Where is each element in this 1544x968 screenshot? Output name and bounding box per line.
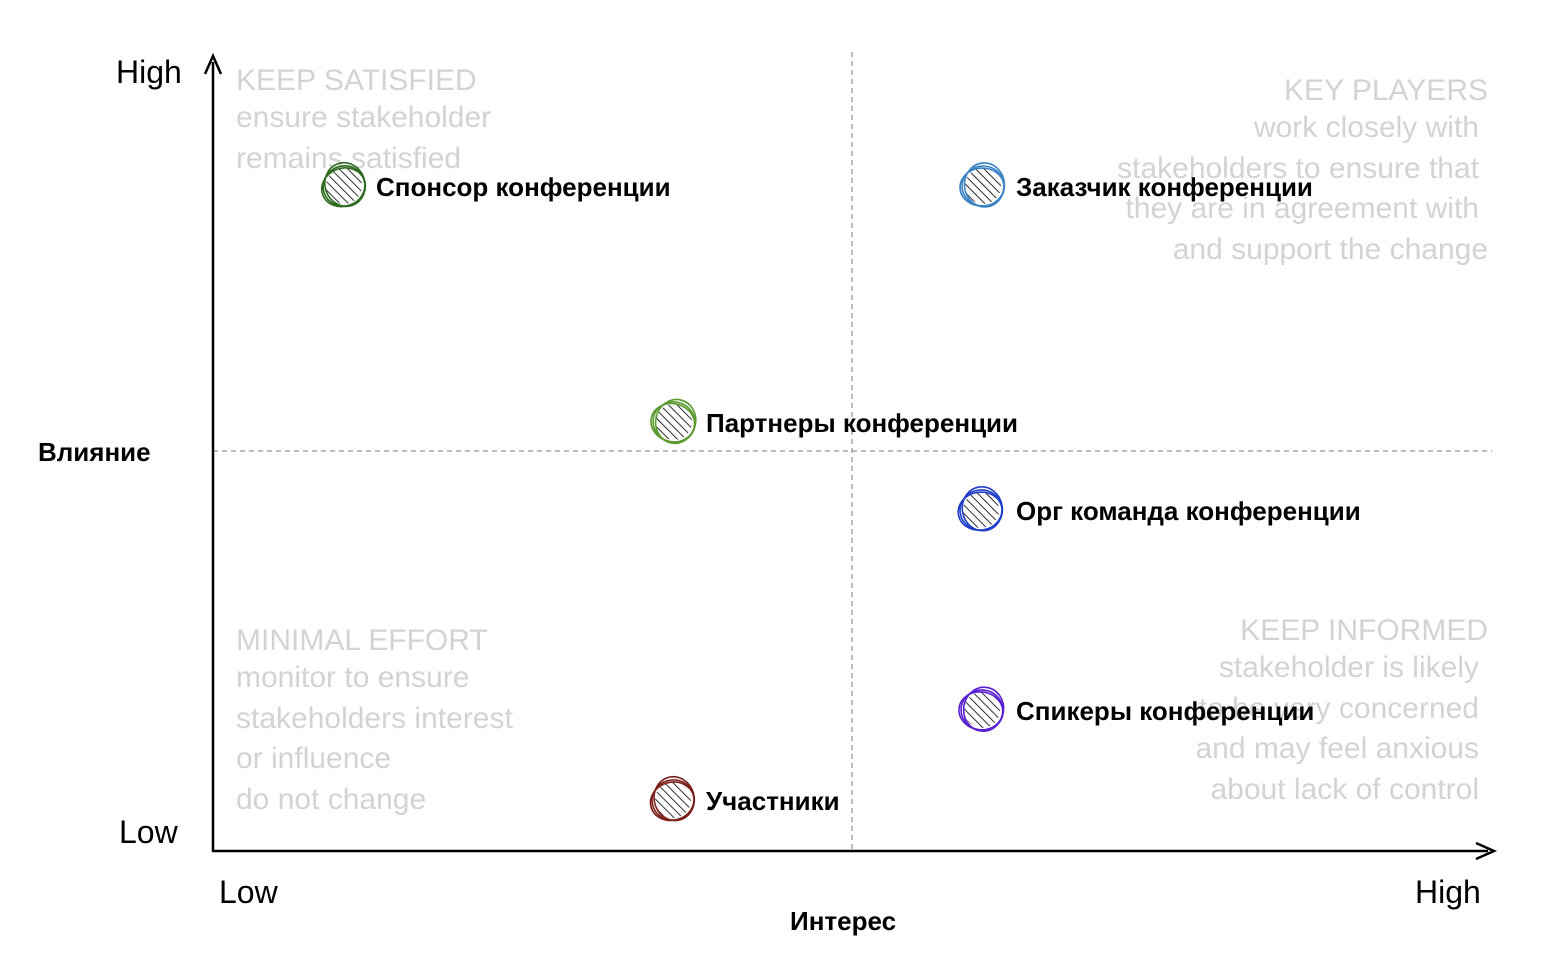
quadrant-line: and may feel anxious xyxy=(1195,732,1479,765)
quadrant-title: KEY PLAYERS xyxy=(1284,74,1488,107)
x-axis-high-label: High xyxy=(1415,874,1481,910)
stakeholder-label-speakers: Спикеры конференции xyxy=(1016,696,1315,726)
x-axis-low-label: Low xyxy=(219,874,278,910)
speakers-marker xyxy=(958,686,1005,732)
y-axis-title: Влияние xyxy=(38,437,151,467)
quadrant-line: work closely with xyxy=(1253,111,1479,144)
quadrant-line: ensure stakeholder xyxy=(236,101,492,134)
stakeholder-label-participants: Участники xyxy=(706,786,840,816)
y-axis-high-label: High xyxy=(116,54,182,90)
sponsor-marker xyxy=(320,161,367,208)
quadrant-title: KEEP SATISFIED xyxy=(236,64,477,97)
org-team-marker xyxy=(957,486,1004,532)
y-axis-arrowhead xyxy=(203,52,223,75)
quadrant-line: monitor to ensure xyxy=(236,661,470,694)
x-axis-title: Интерес xyxy=(790,906,897,936)
quadrant-line: stakeholders to ensure that xyxy=(1117,151,1479,185)
quadrant-line: they are in agreement with xyxy=(1125,192,1479,225)
quadrant-line: and support the change xyxy=(1172,232,1488,266)
quadrant-line: or influence xyxy=(236,742,392,775)
quadrant-key-players: KEY PLAYERS work closely with stakeholde… xyxy=(1117,76,1488,270)
quadrant-title: KEEP INFORMED xyxy=(1240,614,1488,647)
x-axis-arrowhead xyxy=(1475,841,1498,861)
stakeholder-label-org-team: Орг команда конференции xyxy=(1016,496,1361,526)
stakeholder-label-customer: Заказчик конференции xyxy=(1016,172,1313,202)
quadrant-line: about lack of control xyxy=(1210,772,1480,806)
quadrant-title: MINIMAL EFFORT xyxy=(236,624,488,657)
quadrant-line: stakeholders interest xyxy=(236,701,513,735)
partners-marker xyxy=(650,398,697,445)
quadrant-line: stakeholder is likely xyxy=(1218,651,1479,684)
stakeholder-label-sponsor: Спонсор конференции xyxy=(376,172,671,202)
y-axis-low-label: Low xyxy=(119,814,178,850)
quadrant-line: do not change xyxy=(236,782,427,816)
participants-marker xyxy=(649,775,696,822)
quadrant-keep-informed: KEEP INFORMED stakeholder is likely to b… xyxy=(1195,616,1488,810)
customer-marker xyxy=(959,162,1006,208)
quadrant-minimal-effort: MINIMAL EFFORT monitor to ensure stakeho… xyxy=(236,626,513,820)
quadrant-line: to be very concerned xyxy=(1198,691,1479,725)
stakeholder-label-partners: Партнеры конференции xyxy=(706,408,1019,438)
